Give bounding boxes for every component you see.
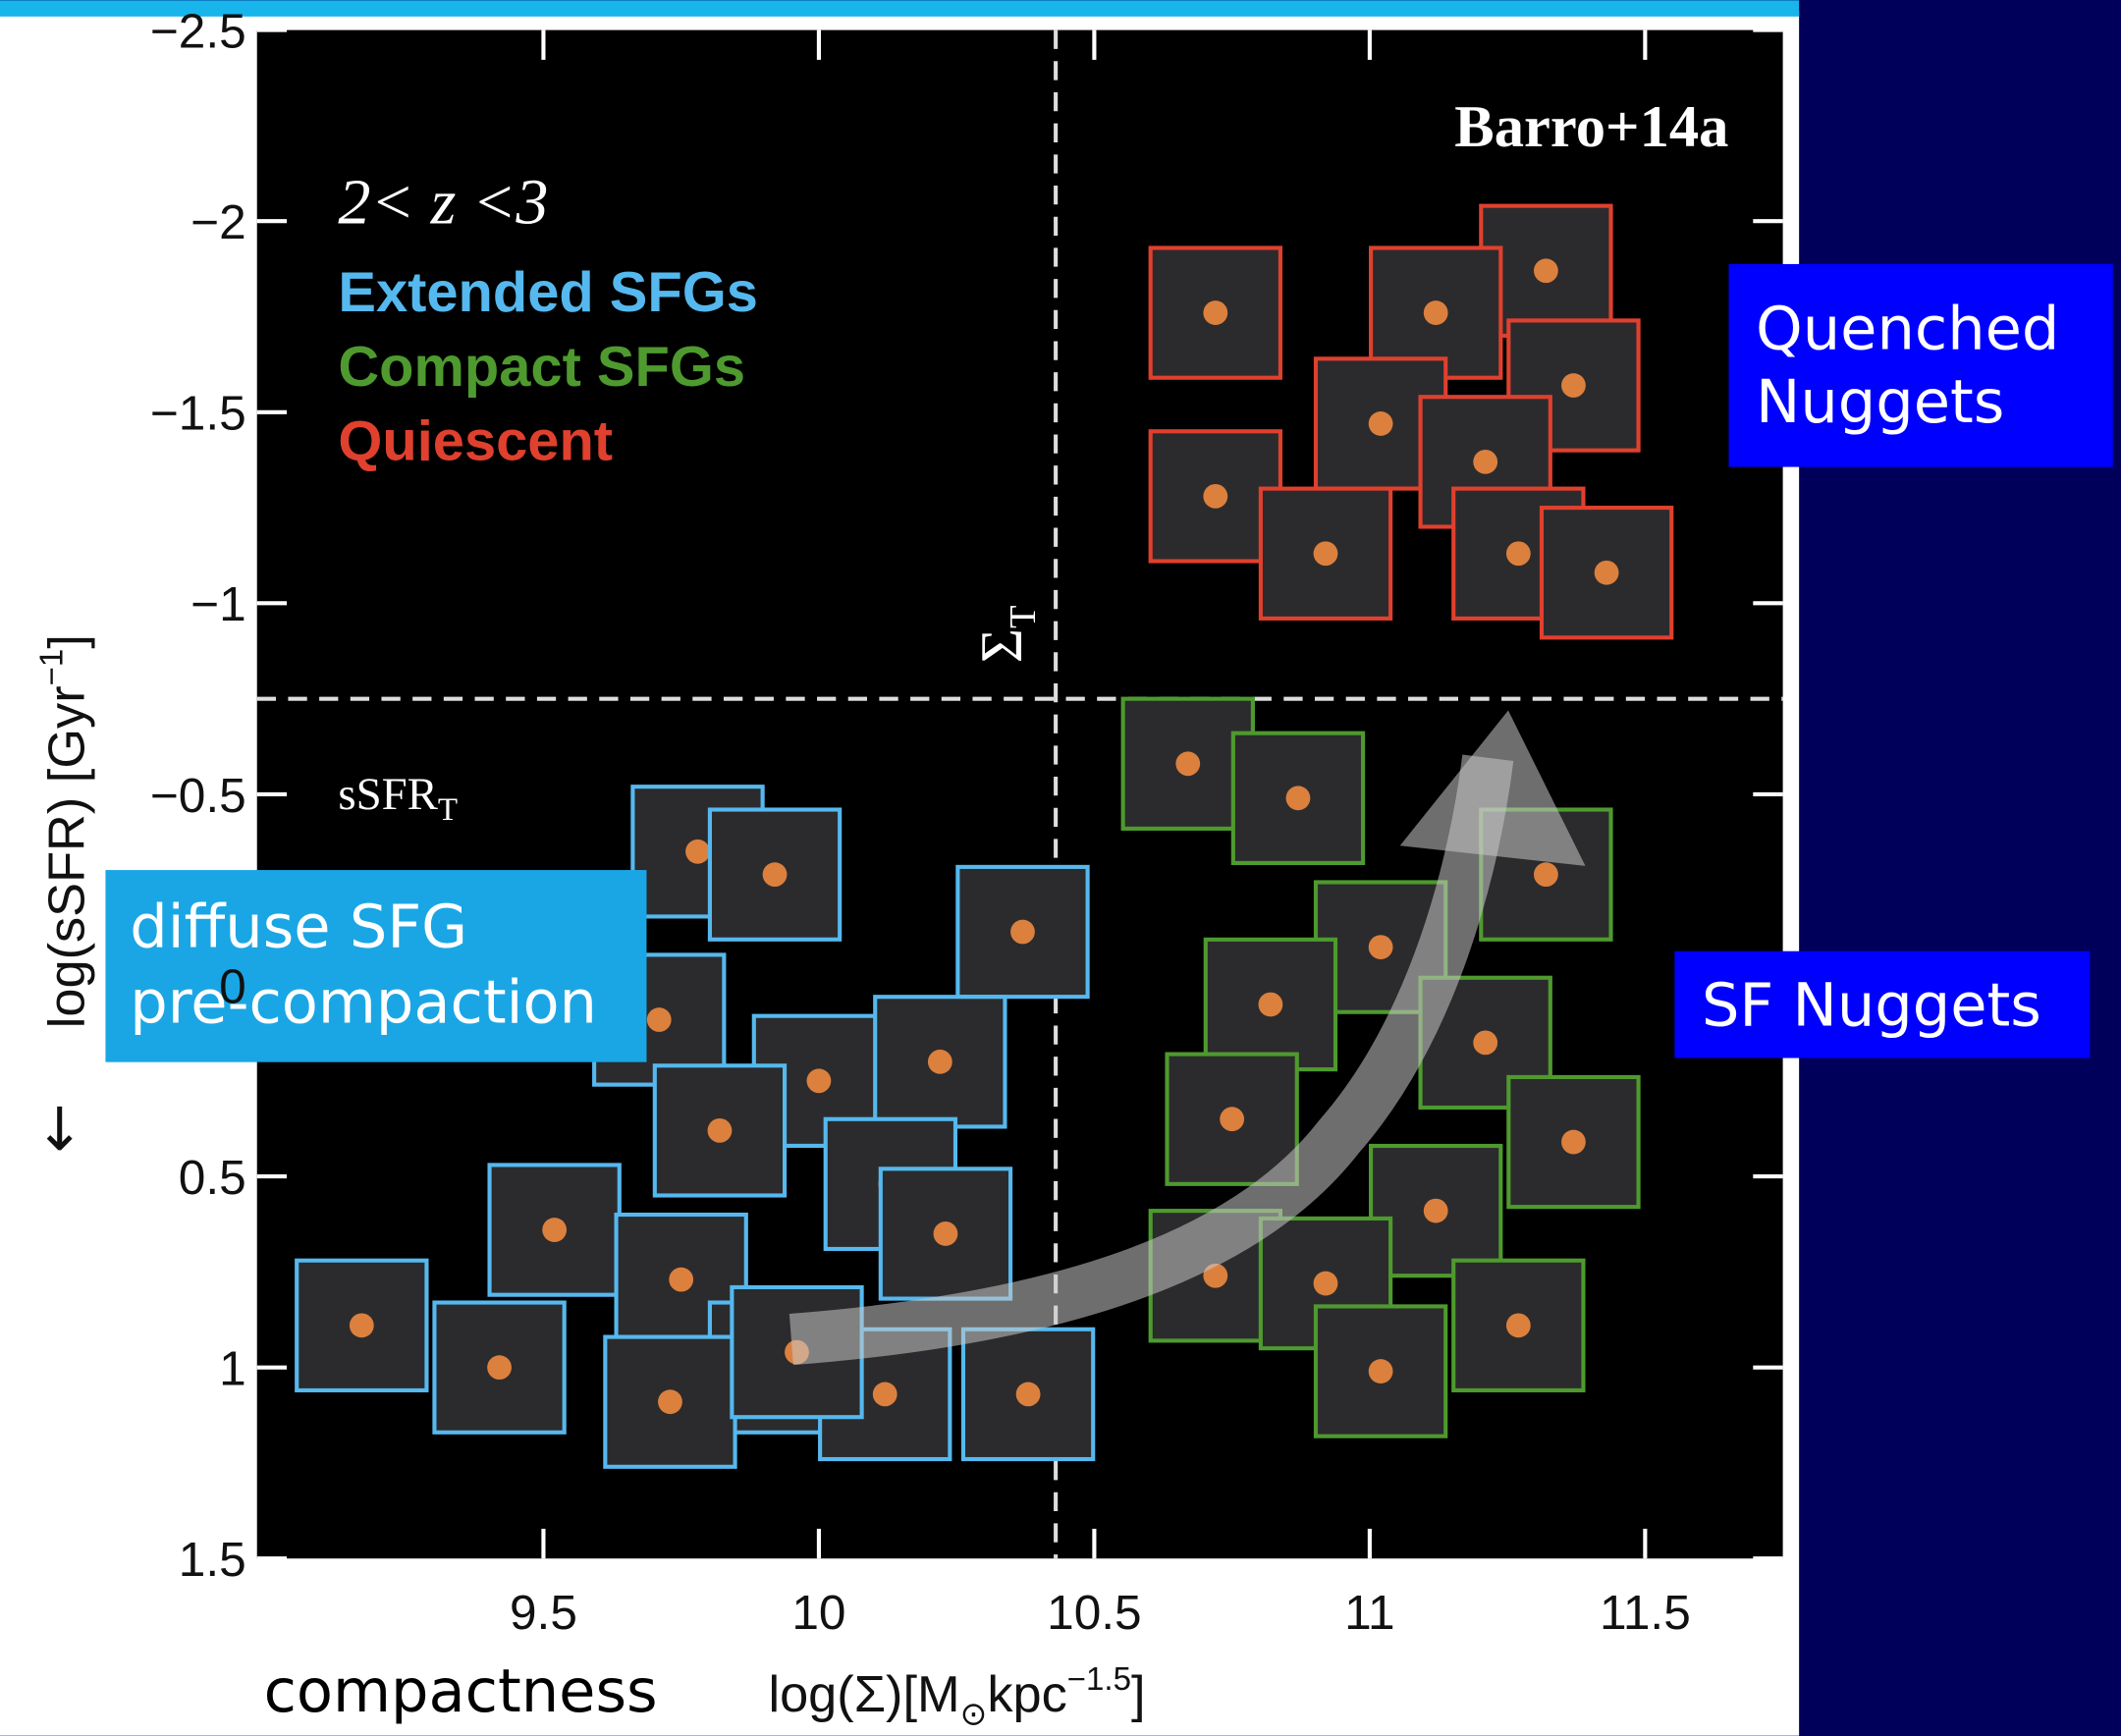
y-tick-label: −1 [190, 576, 246, 631]
galaxy-core [658, 1389, 682, 1414]
sf-nuggets-label: SF Nuggets [1702, 971, 2041, 1040]
galaxy-core [763, 862, 788, 887]
y-tick-label: 0 [219, 958, 246, 1013]
galaxy-core [1473, 450, 1497, 474]
galaxy-core [1473, 1030, 1497, 1055]
galaxy-core [1506, 1313, 1531, 1337]
galaxy-core [1010, 920, 1035, 945]
galaxy-core [1286, 786, 1311, 810]
label-sup: −1.5 [1067, 1661, 1131, 1698]
label-sub: T [438, 792, 458, 828]
galaxy-core [1534, 862, 1558, 887]
galaxy-core [1314, 541, 1338, 566]
line: pre-compaction [130, 969, 597, 1038]
y-tick-label: −2 [190, 194, 246, 249]
galaxy-core [1369, 1359, 1393, 1383]
y-tick-label: −2.5 [150, 4, 246, 59]
galaxy-core [1369, 411, 1393, 436]
y-tick-label: 1 [219, 1341, 246, 1396]
label-main: log(sSFR) [Gyr [38, 685, 95, 1028]
x-tick-label: 10 [791, 1585, 845, 1640]
galaxy-core [1259, 993, 1283, 1017]
galaxy-core [928, 1050, 952, 1074]
label-main: Σ [969, 628, 1035, 663]
galaxy-core [873, 1383, 897, 1407]
galaxy-core [685, 840, 710, 864]
label-sup: −1 [33, 649, 70, 686]
y-tick-label: 0.5 [179, 1150, 246, 1205]
galaxy-core [350, 1313, 374, 1337]
galaxy-core [934, 1221, 958, 1246]
galaxy-core [807, 1068, 832, 1093]
reference: Barro+14a [1454, 94, 1728, 160]
x-tick-label: 10.5 [1047, 1585, 1142, 1640]
line: Quenched [1756, 296, 2059, 364]
galaxy-core [1506, 541, 1531, 566]
galaxy-core [1561, 1130, 1586, 1155]
top-bar [0, 0, 1799, 17]
line: Nuggets [1756, 368, 2004, 437]
legend-entry: Extended SFGs [338, 261, 758, 324]
label-main: log(Σ)[M [768, 1666, 959, 1723]
galaxy-core [1369, 935, 1393, 959]
galaxy-core [1561, 373, 1586, 398]
page: 2< z <3 Barro+14a ΣT sSFRT log(sSFR) [Gy… [0, 0, 2121, 1736]
galaxy-core [1534, 258, 1558, 283]
x-tick-label: 11 [1344, 1585, 1394, 1640]
y-axis-arrow: ↓ [34, 1096, 84, 1165]
label-end: ] [38, 634, 95, 649]
galaxy-core [1595, 561, 1619, 585]
x-tick-label: 11.5 [1600, 1585, 1691, 1640]
line: diffuse SFG [130, 894, 467, 962]
galaxy-core [542, 1218, 567, 1242]
galaxy-core [1175, 751, 1200, 776]
galaxy-core [1314, 1272, 1338, 1296]
galaxy-core [708, 1118, 733, 1143]
label-end: ] [1131, 1666, 1146, 1723]
galaxy-core [1203, 300, 1227, 325]
label-mid: kpc [987, 1666, 1066, 1723]
redshift-label: 2< z <3 [338, 167, 548, 239]
y-tick-label: −0.5 [150, 768, 246, 823]
galaxy-core [1424, 300, 1448, 325]
galaxy-core [1016, 1383, 1041, 1407]
galaxy-core [1424, 1199, 1448, 1223]
compactness-label: compactness [264, 1657, 658, 1726]
galaxy-core [487, 1355, 512, 1380]
label-main: sSFR [338, 769, 438, 820]
legend-entry: Quiescent [338, 410, 613, 473]
slide: 2< z <3 Barro+14a ΣT sSFRT log(sSFR) [Gy… [0, 0, 2121, 1736]
galaxy-core [1203, 484, 1227, 509]
label-sub: ⊙ [960, 1697, 988, 1733]
y-axis-label: log(sSFR) [Gyr−1] [33, 634, 95, 1028]
galaxy-core [647, 1007, 672, 1032]
y-tick-label: 1.5 [179, 1532, 246, 1587]
legend-entry: Compact SFGs [338, 336, 745, 399]
x-tick-label: 9.5 [510, 1585, 577, 1640]
galaxy-core [1220, 1107, 1244, 1131]
y-tick-label: −1.5 [150, 386, 246, 441]
galaxy-core [669, 1268, 693, 1292]
label-sub: T [1003, 605, 1044, 628]
